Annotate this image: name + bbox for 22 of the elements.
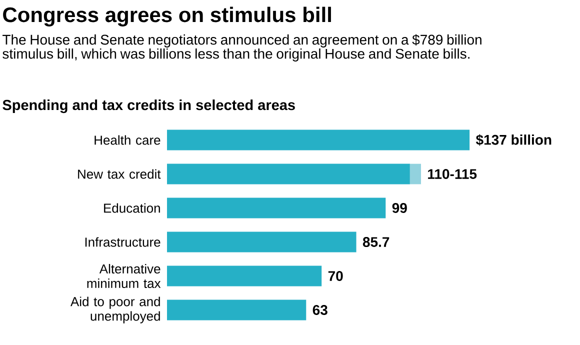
data-label: 99 [392, 203, 407, 213]
data-label: $137 billion [476, 134, 552, 146]
text: Spending and tax credits in selected areas [2, 100, 295, 114]
data-label: 63 [312, 305, 328, 315]
bar [167, 130, 470, 150]
chart-title: Congress agrees on stimulus bill [3, 6, 331, 26]
y-tick-label: New tax credit [78, 169, 161, 179]
bar [167, 232, 356, 252]
bar [167, 198, 386, 218]
bar [167, 300, 306, 320]
y-tick-label: Infrastructure [85, 237, 160, 247]
bar [167, 266, 322, 286]
y-tick-label: Alternative minimum tax [87, 264, 161, 288]
y-tick-label: Aid to poor and unemployed [70, 296, 160, 324]
bar [167, 164, 410, 184]
data-label: 70 [328, 271, 343, 281]
y-tick-label: Education [104, 203, 160, 213]
y-tick-label: Health care [94, 135, 160, 145]
bar [410, 164, 421, 184]
data-label: 110-115 [428, 169, 477, 179]
data-label: 85.7 [362, 237, 390, 247]
chart-subtitle: The House and Senate negotiators announced an agreement on a $789 billion stimulus bill, which was billions less than the original House and Senate bills. [2, 34, 482, 62]
